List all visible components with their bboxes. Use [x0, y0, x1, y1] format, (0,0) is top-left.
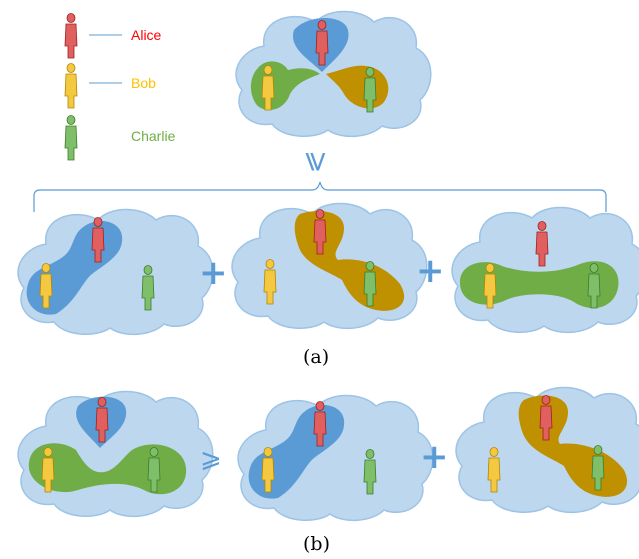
alice-figure-icon	[64, 13, 78, 59]
cloud-a1-alice-bob	[17, 208, 214, 336]
cloud-b2-alice-bob	[237, 394, 434, 522]
cloud-a3-bob-charlie	[451, 206, 639, 334]
legend: Alice Bob Charlie	[64, 13, 176, 161]
cloud-b1-mixed	[17, 390, 214, 518]
legend-label-charlie: Charlie	[131, 128, 176, 144]
legend-label-bob: Bob	[131, 75, 156, 91]
legend-item-bob: Bob	[64, 63, 156, 109]
legend-item-alice: Alice	[64, 13, 162, 59]
region-bob-charlie	[459, 261, 619, 309]
bob-figure-icon	[64, 63, 78, 109]
legend-item-charlie: Charlie	[64, 115, 176, 161]
caption-a: (a)	[303, 346, 329, 368]
region-bob-charlie	[28, 443, 187, 495]
cloud-top-tripartite	[235, 10, 432, 138]
cloud-b3-alice-charlie	[455, 386, 639, 514]
charlie-figure-icon	[64, 115, 78, 161]
geq-symbol-rotated: ⩾	[302, 150, 335, 173]
curly-brace	[33, 181, 607, 212]
geq-symbol: ⩾	[200, 444, 222, 474]
plus-symbol: +	[199, 253, 228, 293]
plus-symbol: +	[416, 251, 445, 291]
caption-b: (b)	[303, 533, 330, 555]
plus-symbol: +	[420, 437, 449, 477]
legend-label-alice: Alice	[131, 27, 162, 43]
cloud-a2-alice-charlie	[231, 202, 428, 330]
